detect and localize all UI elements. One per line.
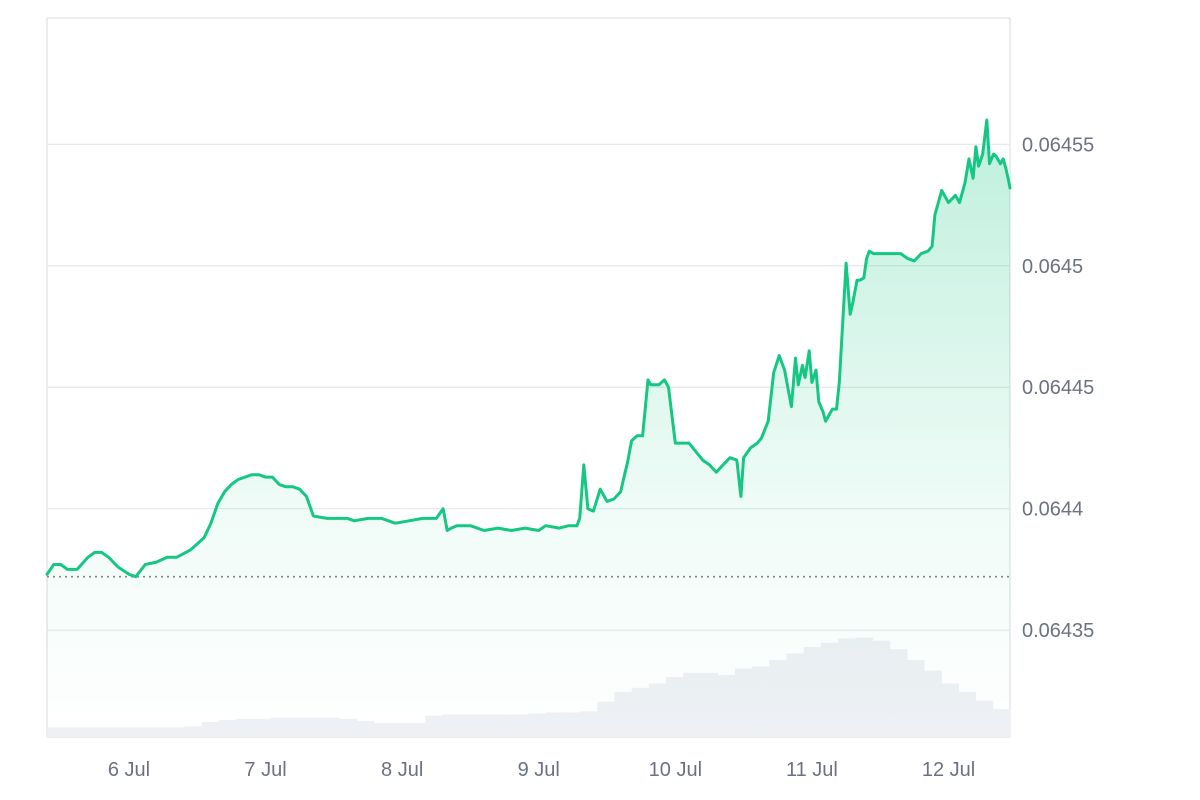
x-tick-label: 6 Jul	[108, 759, 150, 781]
price-area-fill	[47, 120, 1010, 737]
x-tick-label: 9 Jul	[518, 759, 560, 781]
y-axis-ticks: 0.06455 0.0645 0.06445 0.0644 0.06435	[1022, 134, 1094, 642]
y-tick-label: 0.06435	[1022, 620, 1094, 642]
y-tick-label: 0.06455	[1022, 134, 1094, 156]
price-line-series	[45, 118, 1012, 579]
x-tick-label: 12 Jul	[922, 759, 975, 781]
y-tick-label: 0.0644	[1022, 499, 1083, 521]
x-tick-label: 8 Jul	[381, 759, 423, 781]
x-tick-label: 10 Jul	[649, 759, 702, 781]
x-tick-label: 7 Jul	[244, 759, 286, 781]
y-tick-label: 0.0645	[1022, 256, 1083, 278]
x-axis-ticks: 6 Jul 7 Jul 8 Jul 9 Jul 10 Jul 11 Jul 12 Jul	[108, 759, 975, 781]
y-tick-label: 0.06445	[1022, 377, 1094, 399]
price-line	[45, 118, 1012, 579]
price-area	[47, 120, 1010, 737]
x-tick-label: 11 Jul	[786, 759, 838, 781]
